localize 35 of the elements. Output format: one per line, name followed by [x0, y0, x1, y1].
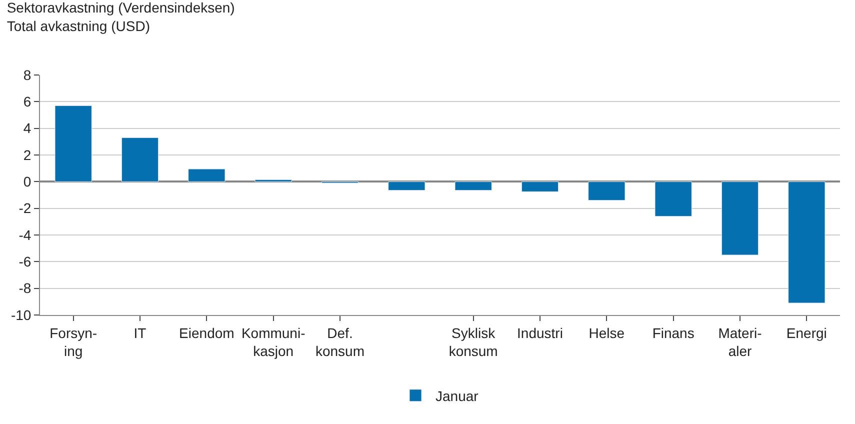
bar: [454, 181, 492, 191]
y-tick-label: 4: [23, 120, 32, 136]
y-tick-label: -4: [18, 226, 32, 243]
y-tick-label: -8: [18, 280, 32, 296]
bar: [54, 105, 92, 182]
bar: [521, 181, 559, 192]
bar: [254, 179, 292, 182]
x-tick-label: Energi: [786, 324, 827, 341]
x-tick-label: Def. konsum: [315, 324, 365, 359]
y-tick-label: 8: [23, 66, 32, 83]
x-tick-label: Forsyn- ing: [50, 324, 98, 359]
bar: [188, 168, 226, 182]
bar: [788, 181, 826, 304]
bar: [721, 181, 759, 256]
x-tick-label: Materi- aler: [718, 324, 762, 359]
bar: [588, 181, 626, 201]
x-tick-label: Kommuni- kasjon: [241, 324, 306, 359]
y-tick-label: 0: [23, 174, 32, 190]
x-tick-label: Finans: [652, 324, 694, 341]
bar: [654, 181, 692, 217]
bar: [388, 181, 426, 191]
x-tick-label: IT: [134, 324, 147, 341]
y-tick-label: 6: [23, 94, 32, 110]
x-tick-label: Syklisk konsum: [448, 324, 498, 359]
bar: [121, 137, 159, 182]
x-tick-label: Industri: [517, 324, 563, 341]
legend-label: Januar: [436, 388, 479, 404]
x-tick-label: Helse: [588, 324, 625, 341]
x-tick-label: Eiendom: [179, 324, 234, 341]
chart-subtitle: Total avkastning (USD): [6, 18, 150, 34]
chart-title: Sektoravkastning (Verdensindeksen): [6, 0, 235, 16]
y-tick-label: -10: [10, 306, 32, 323]
y-tick-label: -6: [18, 254, 32, 270]
y-tick-label: 2: [23, 146, 32, 163]
y-tick-label: -2: [18, 200, 32, 216]
